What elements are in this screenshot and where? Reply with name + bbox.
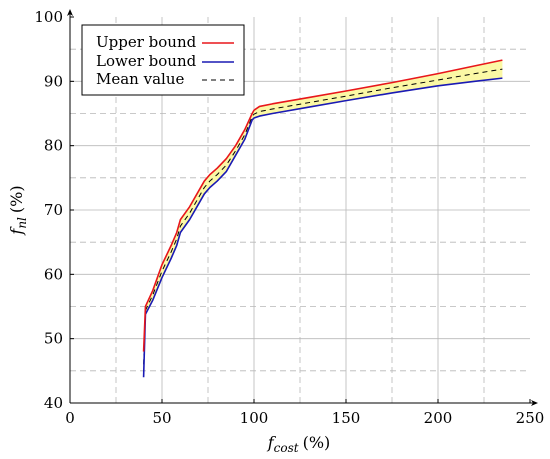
series <box>142 59 503 378</box>
tick-labels: 0 50 100 150 200 250 40 50 60 70 80 90 100 <box>34 8 544 427</box>
x-tick-label: 0 <box>65 409 75 427</box>
y-tick-label: 50 <box>44 330 63 348</box>
axes <box>67 9 538 406</box>
y-tick-label: 40 <box>44 394 63 412</box>
bounds-fill <box>143 60 503 378</box>
x-tick-label: 100 <box>240 409 269 427</box>
x-axis-arrow <box>531 400 538 406</box>
x-tick-label: 50 <box>152 409 171 427</box>
y-tick-label: 60 <box>44 265 63 283</box>
legend-label-lower: Lower bound <box>96 52 197 70</box>
x-tick-label: 150 <box>332 409 361 427</box>
x-axis-label: fcost (%) <box>267 433 331 455</box>
x-tick-label: 200 <box>424 409 453 427</box>
x-tick-label: 250 <box>516 409 545 427</box>
series-line-upper <box>142 59 503 352</box>
legend-box <box>81 24 245 96</box>
y-tick-label: 70 <box>44 201 63 219</box>
y-tick-label: 90 <box>44 72 63 90</box>
legend-label-mean: Mean value <box>96 70 184 88</box>
y-tick-label: 100 <box>34 8 63 26</box>
series-line-lower <box>142 77 503 378</box>
series-line-mean <box>143 68 503 365</box>
y-axis-label: fnl(%) <box>7 185 29 235</box>
grid <box>70 17 530 403</box>
bounds-fill-area <box>143 60 503 378</box>
y-axis-arrow <box>67 9 73 16</box>
y-tick-label: 80 <box>44 137 63 155</box>
legend: Upper bound Lower bound Mean value <box>81 24 245 96</box>
legend-label-upper: Upper bound <box>96 33 197 51</box>
